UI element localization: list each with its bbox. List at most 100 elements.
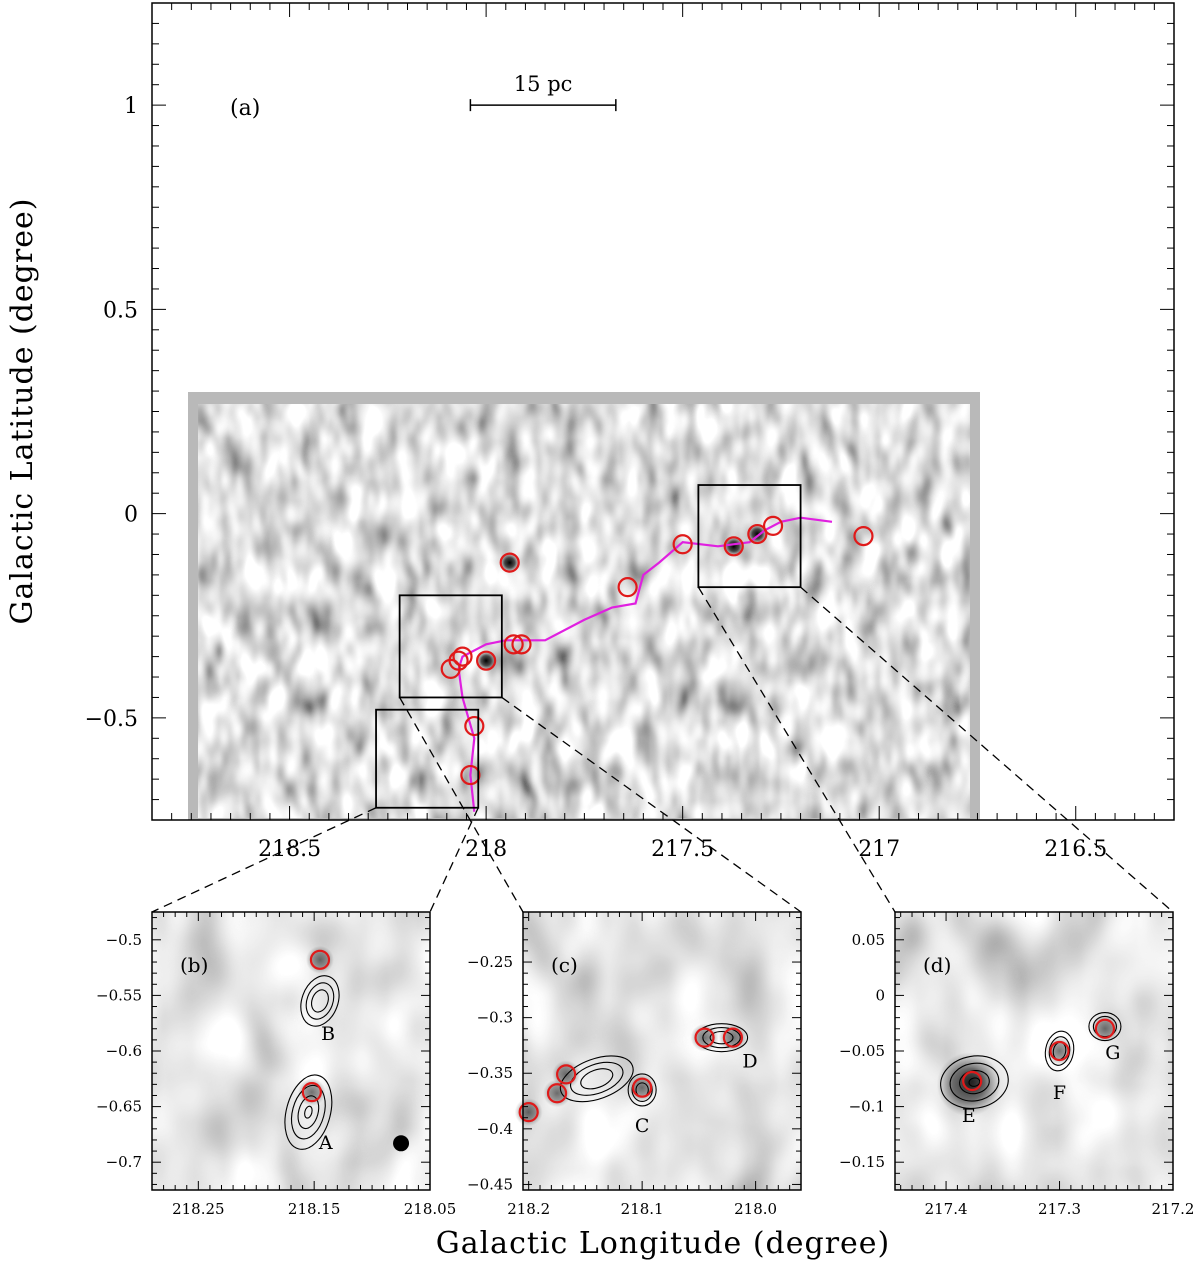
scale-bar-label: 15 pc [514,72,573,96]
y-axis-label: Galactic Latitude (degree) [5,198,40,625]
panel-d: E F G (d) 217.4 217.3 217.2 0.05 0 −0.05 −0.1 −0.15 [839,911,1194,1218]
zoom-boxes [375,484,802,809]
beam-marker [393,1135,410,1152]
y-tick-label: 0 [875,986,885,1004]
x-tick-labels: 218.5 218 217.5 217 216.5 [258,837,1107,862]
image-noise [198,404,970,818]
source-marker [452,646,473,667]
panel-title: (c) [551,953,578,977]
source-marker [556,1064,577,1085]
y-tick-label: 0 [124,503,138,528]
x-tick-label: 217.5 [651,837,714,862]
contour-line [949,1062,1000,1102]
contour-line [570,1061,624,1096]
y-tick-label: −0.4 [477,1120,513,1138]
clump-label: B [321,1023,335,1045]
source-marker [460,764,481,786]
y-tick-label: 0.05 [852,931,885,949]
x-tick-label: 217.3 [1038,1200,1081,1218]
x-tick-label: 218.0 [734,1200,777,1218]
connector-line [697,586,896,913]
x-tick-label: 218.25 [172,1200,225,1218]
scale-bar: 15 pc [469,72,617,112]
y-tick-label: −0.15 [839,1153,885,1171]
connector-line [151,807,377,913]
contour-line [1088,1011,1122,1042]
zoom-box [697,484,802,589]
zoom-connectors [151,586,1174,913]
connector-line [501,696,802,913]
y-tick-label: −0.5 [85,707,138,732]
source-marker [962,1070,983,1092]
clump-label: D [742,1051,757,1073]
panel-noise [895,912,1173,1190]
source-marker [1049,1040,1070,1062]
source-marker [747,523,768,545]
source-marker [853,525,874,547]
panel-title: (d) [923,953,951,977]
y-tick-label: −0.35 [467,1064,513,1082]
contour-line [709,1030,734,1045]
source-markers [440,515,874,786]
source-marker [309,949,331,970]
panel-noise [523,912,801,1190]
source-marker [448,650,469,671]
bright-spot [723,536,744,557]
contour-line [305,982,335,1020]
y-tick-label: 1 [124,94,138,119]
contour-line [968,1077,981,1087]
source-marker [722,1027,744,1048]
source-marker [762,515,784,536]
y-tick-label: 0.5 [103,298,138,323]
source-marker [723,536,744,557]
source-marker [694,1027,715,1048]
connector-line [429,807,479,913]
contour-line [290,1084,326,1140]
contour-line [959,1070,990,1095]
source-marker [503,634,524,655]
y-tick-label: −0.3 [477,1009,513,1027]
x-tick-label: 218.2 [507,1200,550,1218]
panel-b: B A (b) 218.25 218.15 218.05 −0.5 −0.55 −0.6 −0.6… [96,911,457,1218]
x-tick-label: 217 [858,837,900,862]
y-tick-labels: 1 0.5 0 −0.5 [85,94,138,732]
source-marker [632,1077,653,1098]
y-tick-label: −0.25 [467,953,513,971]
source-marker [511,634,532,655]
contour-line [559,1055,634,1103]
source-marker [301,1082,322,1103]
contour-line [702,1027,741,1049]
contour-line [311,989,329,1013]
bright-spots [476,524,768,671]
y-tick-label: −0.1 [849,1098,885,1116]
y-tick-label: −0.55 [96,986,142,1004]
y-tick-label: −0.65 [96,1098,142,1116]
contour-line [284,1074,333,1150]
x-tick-label: 217.4 [925,1200,968,1218]
contour-line [627,1073,657,1107]
clump-label: A [318,1132,333,1154]
filament-spine [457,516,833,812]
panel-a: 218.5 218 217.5 217 216.5 1 0.5 0 −0.5 (a) 15 p… [85,2,1175,862]
connector-line [399,697,524,913]
zoom-box [375,708,480,809]
clump-label: G [1105,1042,1120,1064]
panel-a-title: (a) [230,96,260,121]
x-tick-label: 218.1 [621,1200,664,1218]
source-marker [464,715,485,737]
source-marker [499,552,520,573]
connector-line [800,586,1174,913]
source-glow [936,1052,1001,1117]
source-marker [476,650,497,671]
source-marker [617,577,638,598]
x-tick-label: 216.5 [1044,837,1107,862]
contour-line [580,1068,614,1090]
x-tick-label: 218.05 [404,1200,457,1218]
x-tick-label: 218.15 [288,1200,341,1218]
y-tick-label: −0.6 [106,1042,142,1060]
bright-spot [499,552,520,573]
bright-spot [476,650,497,671]
y-tick-label: −0.7 [106,1153,142,1171]
x-tick-label: 218 [465,837,507,862]
